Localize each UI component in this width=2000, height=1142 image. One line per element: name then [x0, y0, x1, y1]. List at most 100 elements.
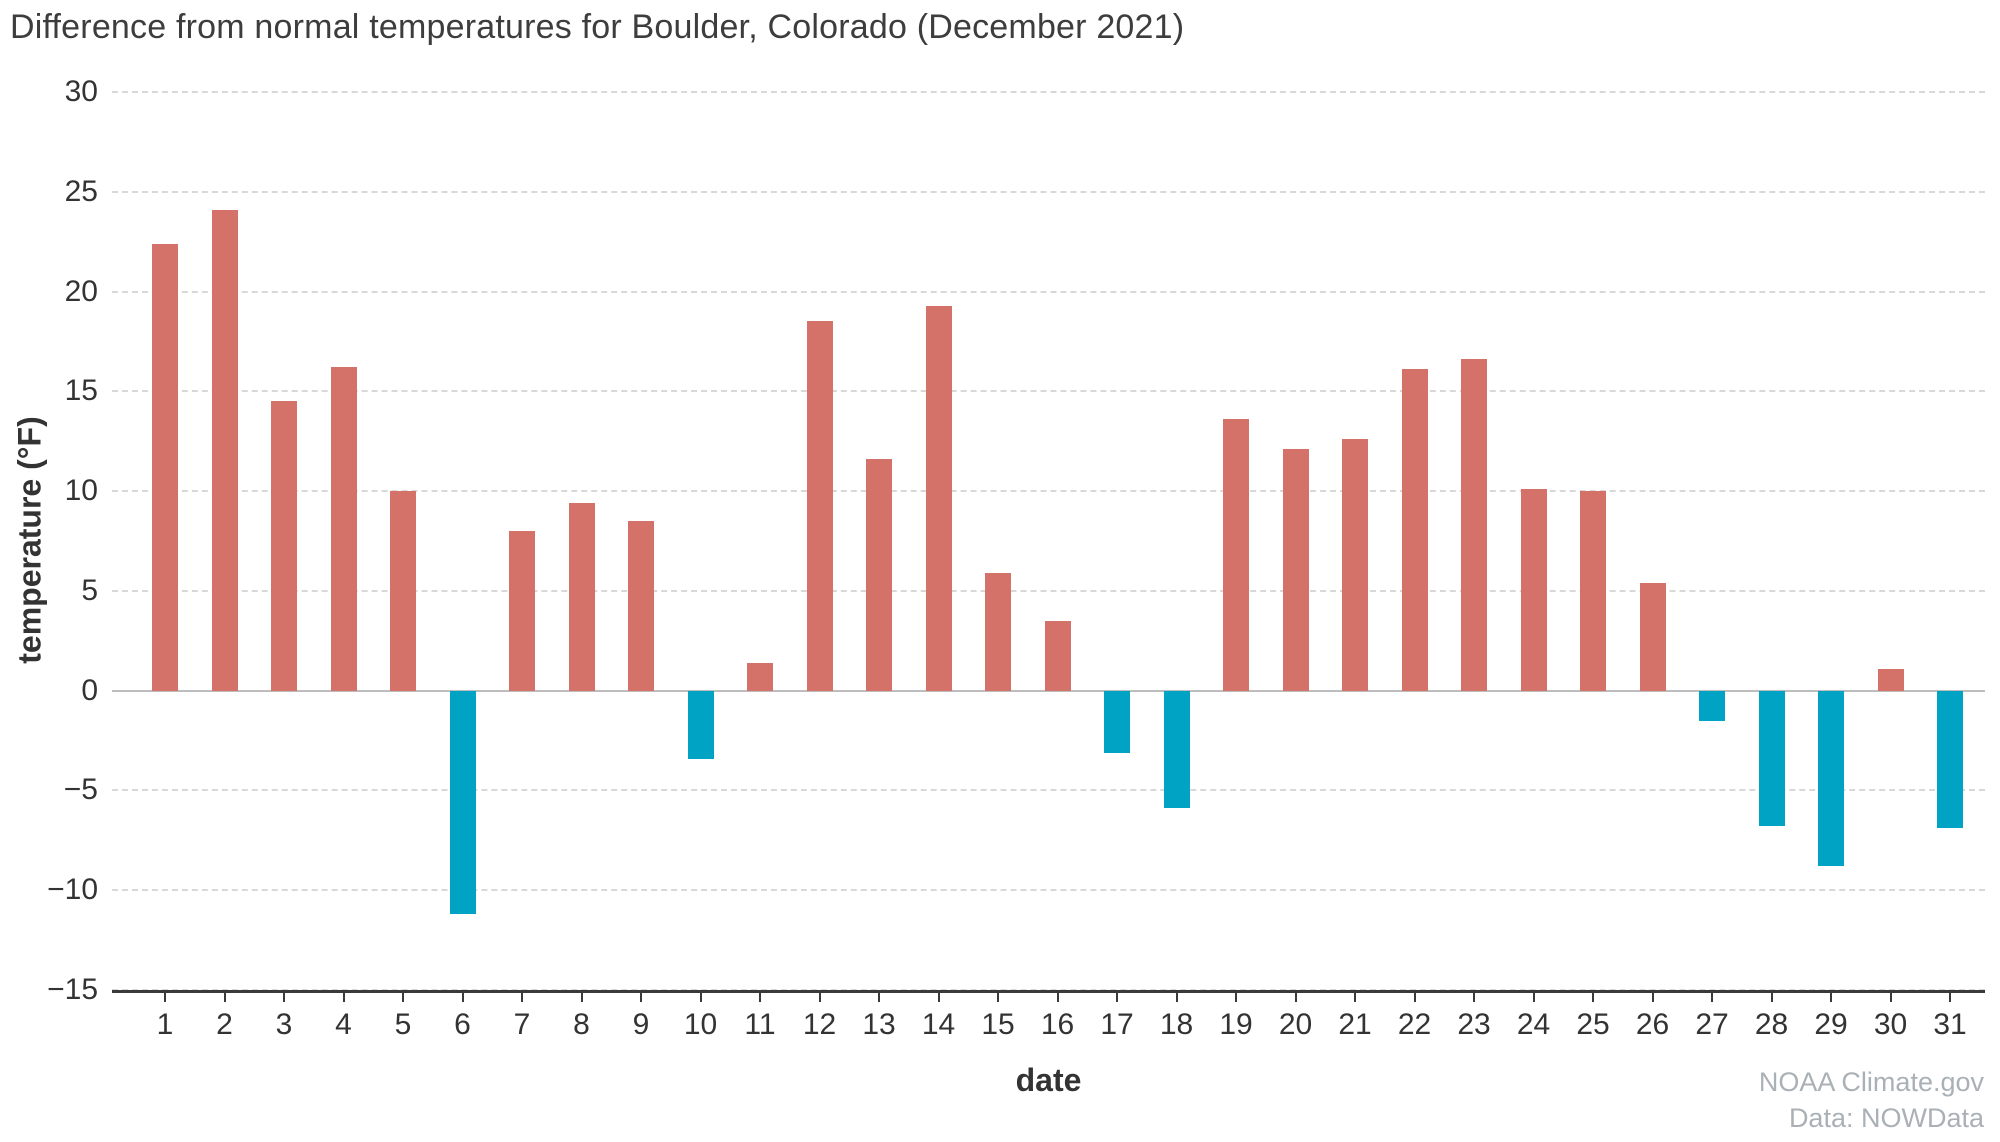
- bar-day-16: [1044, 620, 1071, 691]
- x-tick-mark-14: [937, 993, 940, 1002]
- x-tick-label-4: 4: [335, 1008, 352, 1041]
- bar-day-25: [1580, 491, 1606, 691]
- y-tick-label--10: −10: [47, 873, 98, 907]
- x-tick-label-30: 30: [1873, 1008, 1908, 1041]
- x-tick-mark-18: [1175, 993, 1178, 1002]
- x-axis-line: [112, 990, 1985, 993]
- x-tick-label-11: 11: [744, 1008, 776, 1041]
- x-tick-label-16: 16: [1040, 1008, 1075, 1041]
- bar-day-19: [1223, 419, 1249, 691]
- bar-day-21: [1342, 439, 1368, 691]
- bar-day-5: [390, 491, 416, 691]
- x-tick-label-6: 6: [454, 1008, 471, 1041]
- x-tick-label-15: 15: [981, 1008, 1015, 1041]
- y-axis-label: temperature (°F): [11, 416, 48, 664]
- x-tick-mark-22: [1413, 993, 1416, 1002]
- x-tick-mark-13: [878, 993, 880, 1002]
- x-tick-mark-6: [461, 993, 464, 1002]
- gridline-20: [112, 290, 1985, 293]
- x-tick-label-23: 23: [1457, 1008, 1491, 1041]
- x-tick-label-3: 3: [275, 1008, 293, 1041]
- x-tick-mark-21: [1354, 993, 1356, 1002]
- y-tick-label--5: −5: [63, 773, 98, 807]
- x-tick-label-9: 9: [632, 1008, 650, 1041]
- x-tick-label-17: 17: [1100, 1008, 1134, 1041]
- x-tick-mark-5: [402, 993, 404, 1002]
- gridline-10: [112, 490, 1985, 493]
- bar-day-15: [985, 572, 1011, 691]
- bar-day-13: [866, 459, 892, 691]
- gridline-15: [112, 390, 1985, 393]
- y-tick-label-25: 25: [64, 174, 98, 208]
- x-tick-label-31: 31: [1933, 1008, 1967, 1041]
- bar-day-31: [1937, 690, 1963, 829]
- y-tick-label-5: 5: [81, 573, 98, 607]
- x-tick-label-18: 18: [1159, 1008, 1194, 1041]
- bar-day-22: [1401, 369, 1428, 691]
- x-tick-mark-31: [1949, 993, 1951, 1002]
- bar-day-9: [628, 521, 654, 691]
- y-tick-label-20: 20: [64, 274, 98, 308]
- bar-day-10: [687, 690, 714, 759]
- gridline--10: [112, 889, 1985, 892]
- chart-title: Difference from normal temperatures for …: [10, 8, 1185, 46]
- x-tick-mark-1: [164, 993, 166, 1002]
- x-tick-mark-7: [521, 993, 523, 1002]
- x-tick-label-21: 21: [1338, 1008, 1372, 1041]
- x-tick-mark-30: [1889, 993, 1892, 1002]
- x-tick-label-22: 22: [1397, 1008, 1432, 1041]
- bar-day-26: [1639, 582, 1666, 691]
- x-tick-label-7: 7: [513, 1008, 531, 1041]
- x-tick-mark-4: [342, 993, 345, 1002]
- x-tick-label-14: 14: [921, 1008, 956, 1041]
- x-tick-label-19: 19: [1219, 1008, 1253, 1041]
- bar-day-6: [449, 690, 476, 915]
- x-tick-mark-29: [1830, 993, 1832, 1002]
- bar-day-7: [509, 531, 535, 691]
- x-tick-label-26: 26: [1635, 1008, 1670, 1041]
- x-tick-mark-12: [818, 993, 821, 1002]
- x-axis-label: date: [1015, 1062, 1082, 1098]
- x-tick-label-28: 28: [1754, 1008, 1789, 1041]
- bar-day-20: [1282, 449, 1309, 691]
- x-tick-mark-11: [759, 993, 761, 1002]
- bar-day-29: [1818, 690, 1844, 867]
- bar-day-12: [806, 321, 833, 691]
- x-tick-label-24: 24: [1516, 1008, 1551, 1041]
- bar-day-24: [1520, 489, 1547, 691]
- attribution: NOAA Climate.gov Data: NOWData: [1759, 1064, 1984, 1136]
- gridline-30: [112, 91, 1985, 93]
- x-tick-mark-16: [1056, 993, 1059, 1002]
- x-tick-label-1: 1: [156, 1008, 174, 1041]
- x-tick-mark-19: [1235, 993, 1237, 1002]
- bar-day-14: [925, 305, 952, 691]
- x-tick-mark-10: [699, 993, 702, 1002]
- x-tick-mark-27: [1711, 993, 1713, 1002]
- bar-day-30: [1877, 668, 1904, 691]
- x-tick-mark-9: [640, 993, 642, 1002]
- attribution-source: NOAA Climate.gov: [1758, 1067, 1984, 1097]
- bar-day-8: [568, 503, 595, 691]
- x-tick-mark-23: [1473, 993, 1475, 1002]
- x-tick-mark-26: [1651, 993, 1654, 1002]
- x-tick-label-27: 27: [1695, 1008, 1729, 1041]
- x-tick-mark-24: [1532, 993, 1535, 1002]
- x-tick-mark-25: [1592, 993, 1594, 1002]
- x-tick-label-20: 20: [1278, 1008, 1313, 1041]
- bar-day-11: [747, 662, 773, 691]
- gridline-0: [112, 689, 1985, 692]
- y-tick-label-15: 15: [64, 374, 98, 408]
- x-tick-label-5: 5: [394, 1008, 412, 1041]
- x-tick-mark-2: [223, 993, 226, 1002]
- bar-day-1: [152, 243, 178, 691]
- bar-day-27: [1699, 690, 1725, 721]
- x-tick-label-12: 12: [802, 1008, 837, 1041]
- x-tick-mark-17: [1116, 993, 1118, 1002]
- x-tick-label-8: 8: [573, 1008, 590, 1041]
- x-tick-mark-3: [283, 993, 285, 1002]
- attribution-data: Data: NOWData: [1788, 1103, 1984, 1133]
- x-tick-mark-20: [1294, 993, 1297, 1002]
- x-tick-mark-8: [580, 993, 583, 1002]
- x-tick-label-25: 25: [1576, 1008, 1610, 1041]
